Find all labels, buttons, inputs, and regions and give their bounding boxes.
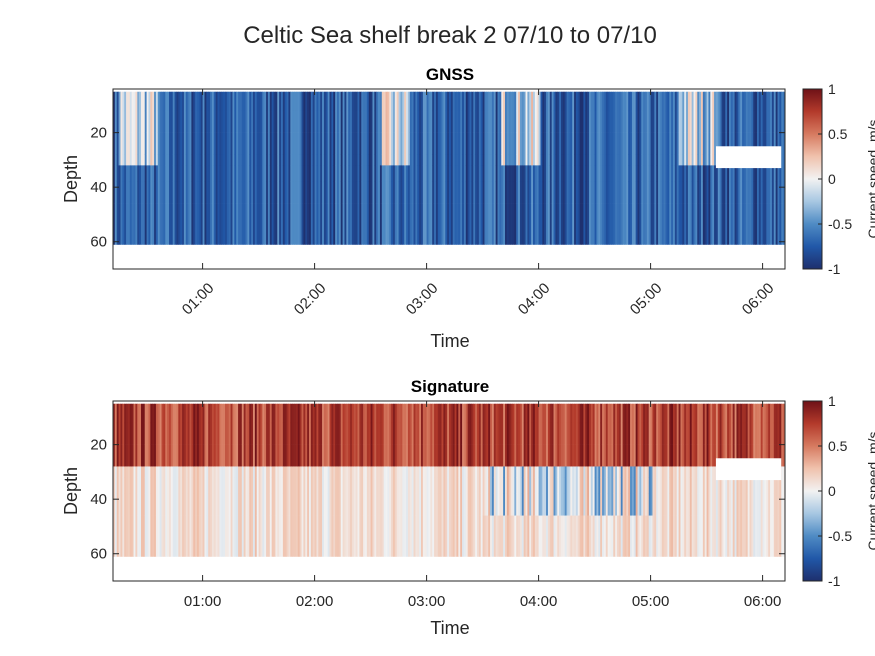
colorbar-tick-label: 0 bbox=[828, 483, 836, 499]
figure-title: Celtic Sea shelf break 2 07/10 to 07/10 bbox=[243, 22, 657, 49]
colorbar-tick-label: 0.5 bbox=[828, 126, 848, 142]
signature-colorbar: 1 0.5 0 -0.5 -1 Current speed, m/s bbox=[802, 393, 875, 589]
signature-axes-box bbox=[112, 400, 786, 582]
data-gap bbox=[715, 458, 782, 481]
colorbar-tick-label: 0.5 bbox=[828, 438, 848, 454]
y-tick-label: 20 bbox=[90, 125, 107, 142]
x-tick-label: 04:00 bbox=[515, 280, 554, 319]
gnss-ylabel: Depth bbox=[61, 155, 81, 203]
signature-heatmap bbox=[113, 403, 786, 557]
colorbar-tick-label: 1 bbox=[828, 81, 836, 97]
gnss-xlabel: Time bbox=[430, 331, 469, 351]
gnss-colorbar: 1 0.5 0 -0.5 -1 Current speed, m/s bbox=[802, 81, 875, 277]
y-tick-label: 40 bbox=[90, 179, 107, 196]
signature-panel: Signature 01:00 02:00 03:00 04:00 05:00 06:00… bbox=[61, 377, 786, 638]
x-tick-label: 06:00 bbox=[739, 280, 778, 319]
colorbar-tick-label: -1 bbox=[828, 573, 841, 589]
signature-colorbar-ticks: 1 0.5 0 -0.5 -1 bbox=[818, 393, 852, 589]
x-tick-label: 03:00 bbox=[403, 280, 442, 319]
x-tick-label: 02:00 bbox=[296, 593, 334, 610]
y-tick-label: 60 bbox=[90, 546, 107, 563]
signature-colorbar-label: Current speed, m/s bbox=[865, 431, 875, 550]
data-gap bbox=[715, 146, 782, 169]
signature-title: Signature bbox=[411, 377, 489, 396]
x-tick-label: 04:00 bbox=[520, 593, 558, 610]
x-tick-label: 05:00 bbox=[632, 593, 670, 610]
signature-y-ticks: 20 40 60 bbox=[90, 437, 785, 563]
x-tick-label: 01:00 bbox=[184, 593, 222, 610]
y-tick-label: 60 bbox=[90, 234, 107, 251]
x-tick-label: 03:00 bbox=[408, 593, 446, 610]
x-tick-label: 01:00 bbox=[179, 280, 218, 319]
gnss-colorbar-label: Current speed, m/s bbox=[865, 119, 875, 238]
gnss-heatmap bbox=[113, 91, 786, 245]
gnss-colorbar-ticks: 1 0.5 0 -0.5 -1 bbox=[818, 81, 852, 277]
x-tick-label: 05:00 bbox=[627, 280, 666, 319]
signature-xlabel: Time bbox=[430, 618, 469, 638]
signature-x-ticks: 01:00 02:00 03:00 04:00 05:00 06:00 bbox=[184, 401, 782, 610]
gnss-title: GNSS bbox=[426, 65, 474, 84]
colorbar-tick-label: -0.5 bbox=[828, 216, 852, 232]
signature-ylabel: Depth bbox=[61, 467, 81, 515]
x-tick-label: 06:00 bbox=[744, 593, 782, 610]
gnss-panel: GNSS 01:00 02:00 03:00 04:00 05:00 06:00 20 40… bbox=[61, 65, 786, 351]
colorbar-tick-label: 0 bbox=[828, 171, 836, 187]
colorbar-tick-label: -0.5 bbox=[828, 528, 852, 544]
x-tick-label: 02:00 bbox=[291, 280, 330, 319]
colorbar-tick-label: -1 bbox=[828, 261, 841, 277]
gnss-y-ticks: 20 40 60 bbox=[90, 125, 785, 251]
y-tick-label: 40 bbox=[90, 491, 107, 508]
y-tick-label: 20 bbox=[90, 437, 107, 454]
colorbar-tick-label: 1 bbox=[828, 393, 836, 409]
gnss-axes-box bbox=[112, 88, 786, 270]
